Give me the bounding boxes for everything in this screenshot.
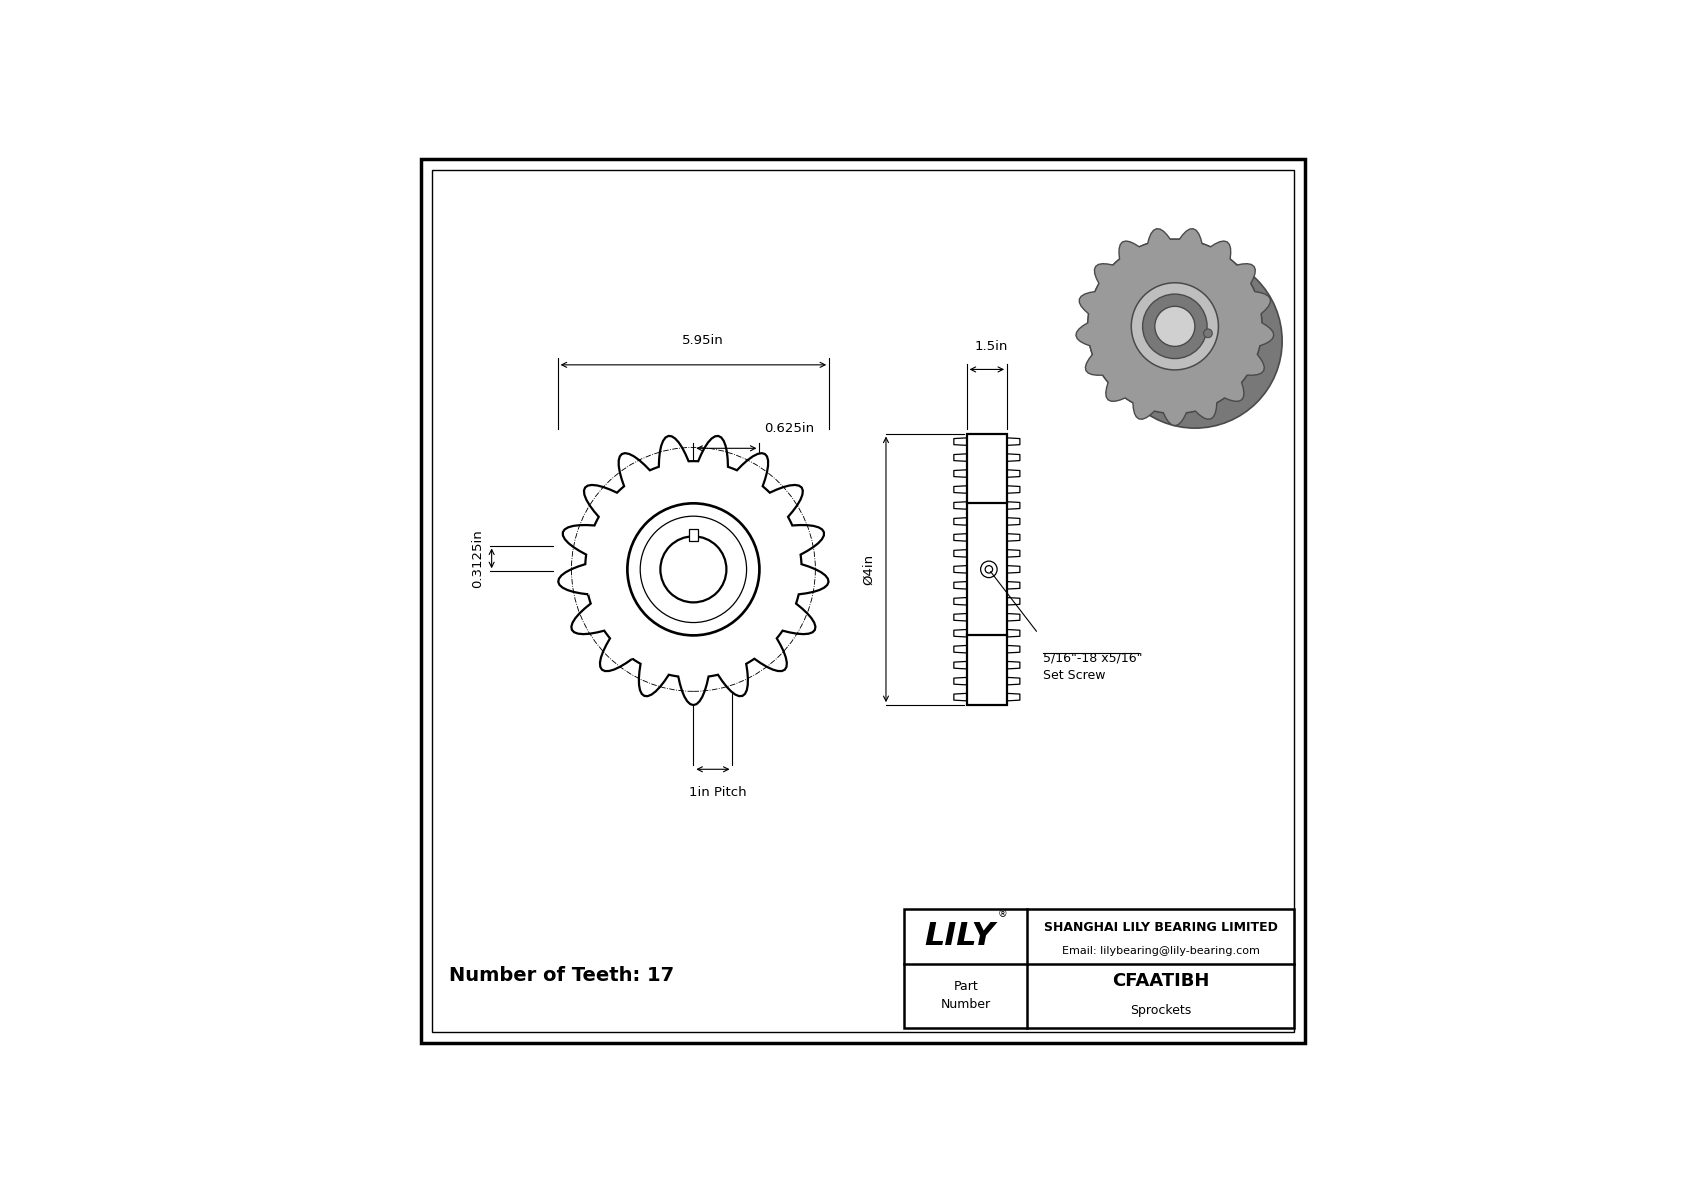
Text: 1.5in: 1.5in	[975, 339, 1009, 353]
Bar	[904, 909, 1293, 1028]
Text: 5.95in: 5.95in	[682, 335, 724, 348]
Text: LILY: LILY	[925, 921, 995, 952]
Text: Ø4in: Ø4in	[862, 554, 876, 585]
Circle shape	[1132, 282, 1219, 370]
Text: Part
Number: Part Number	[941, 980, 990, 1011]
Text: 5/16"-18 x5/16"
Set Screw: 5/16"-18 x5/16" Set Screw	[1042, 651, 1142, 682]
Text: 0.3125in: 0.3125in	[472, 529, 485, 587]
Polygon shape	[557, 436, 829, 705]
Text: Sprockets: Sprockets	[1130, 1004, 1191, 1017]
Text: 1in Pitch: 1in Pitch	[689, 786, 746, 799]
Bar	[689, 529, 697, 541]
Text: ®: ®	[997, 909, 1007, 919]
Circle shape	[1108, 254, 1282, 428]
Circle shape	[1088, 239, 1261, 413]
Text: SHANGHAI LILY BEARING LIMITED: SHANGHAI LILY BEARING LIMITED	[1044, 922, 1278, 935]
Text: Number of Teeth: 17: Number of Teeth: 17	[448, 966, 674, 985]
Circle shape	[1204, 329, 1212, 338]
Text: Email: lilybearing@lily-bearing.com: Email: lilybearing@lily-bearing.com	[1061, 947, 1260, 956]
Text: CFAATIBH: CFAATIBH	[1111, 972, 1209, 990]
Circle shape	[1143, 294, 1207, 358]
Text: 0.625in: 0.625in	[765, 423, 813, 436]
Polygon shape	[1076, 229, 1273, 425]
Circle shape	[1155, 306, 1196, 347]
Bar	[967, 434, 1007, 705]
